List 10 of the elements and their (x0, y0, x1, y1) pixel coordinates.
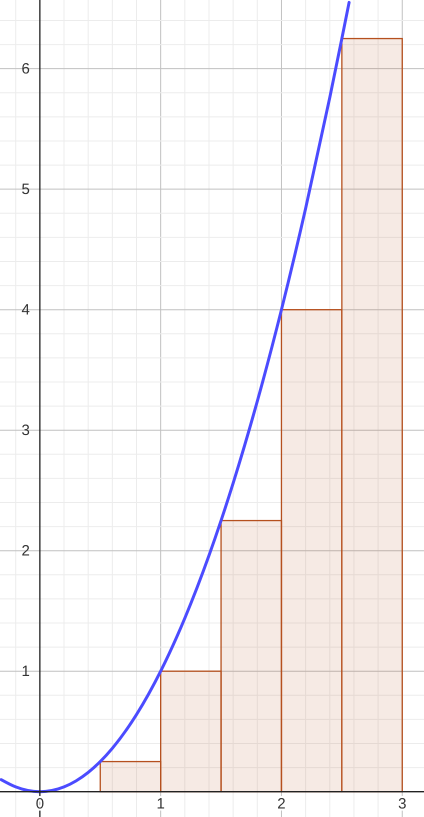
y-tick-label: 4 (22, 302, 30, 319)
y-tick-label: 1 (22, 663, 30, 680)
x-tick-label: 2 (277, 796, 286, 813)
y-tick-label: 2 (22, 542, 30, 560)
y-tick-label: 3 (22, 422, 30, 440)
y-tick-label: 6 (22, 60, 30, 78)
line-series (0, 0, 351, 794)
x-tick-label: 1 (156, 796, 165, 813)
x-tick-label: 3 (398, 796, 406, 813)
y-tick-label: 5 (22, 181, 30, 198)
